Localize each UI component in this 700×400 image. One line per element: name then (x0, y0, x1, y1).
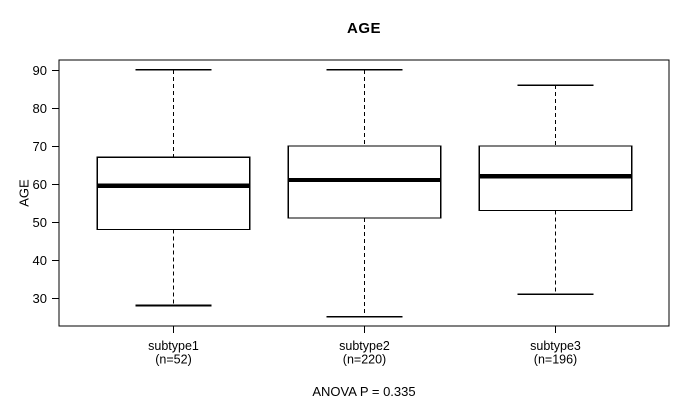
y-tick-label: 60 (33, 177, 47, 192)
group-label: subtype1 (148, 339, 199, 353)
y-tick-label: 90 (33, 63, 47, 78)
group-n-label: (n=52) (155, 353, 191, 367)
y-tick-label: 70 (33, 139, 47, 154)
y-tick-label: 30 (33, 291, 47, 306)
y-tick-label: 40 (33, 253, 47, 268)
group-n-label: (n=220) (343, 353, 386, 367)
group-label: subtype2 (339, 339, 390, 353)
y-tick-label: 50 (33, 215, 47, 230)
anova-annotation: ANOVA P = 0.335 (312, 384, 416, 399)
chart-title: AGE (346, 20, 381, 37)
iqr-box (96, 156, 251, 231)
group-label: subtype3 (530, 339, 581, 353)
y-tick-label: 80 (33, 101, 47, 116)
group-n-label: (n=196) (534, 353, 577, 367)
